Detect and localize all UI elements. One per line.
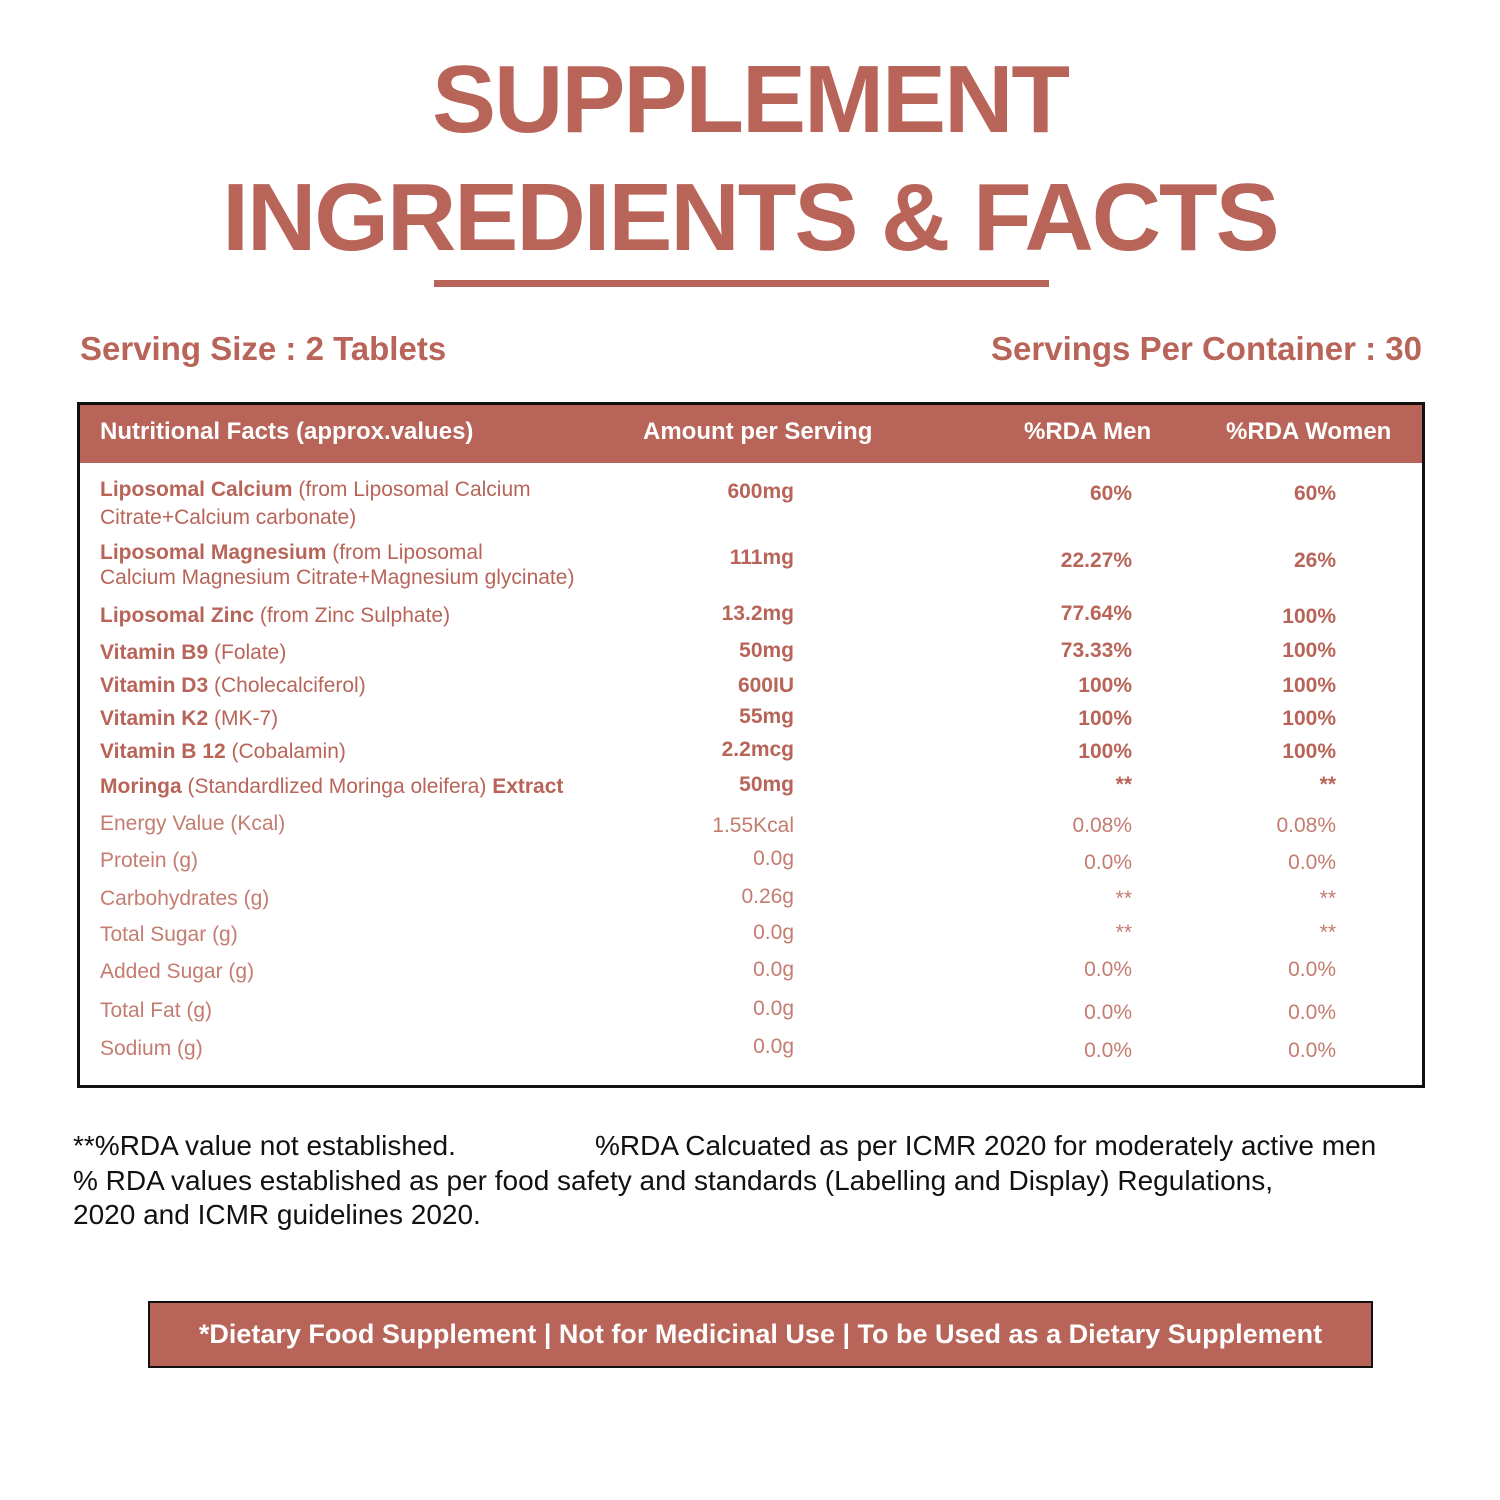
rda-women-cell: 100% xyxy=(1282,639,1336,662)
rda-men-cell: 73.33% xyxy=(1060,639,1132,662)
rda-women-cell: 0.08% xyxy=(1276,814,1336,837)
ingredient-detail-cont: Calcium Magnesium Citrate+Magnesium glyc… xyxy=(100,566,575,589)
rda-women-cell: ** xyxy=(1319,887,1336,910)
ingredient-detail: (from Liposomal Calcium xyxy=(298,478,531,501)
amount-cell: 0.0g xyxy=(753,997,794,1020)
rda-women-cell: 100% xyxy=(1282,674,1336,697)
header-amount-per-serving: Amount per Serving xyxy=(643,418,873,445)
ingredient-name: Liposomal Zinc xyxy=(100,604,255,627)
rda-women-cell: 26% xyxy=(1293,549,1336,572)
rda-men-cell: 0.0% xyxy=(1084,958,1132,981)
amount-cell: 1.55Kcal xyxy=(712,814,794,837)
nutrient-name: Total Fat (g) xyxy=(100,999,213,1022)
ingredient-name-cell: Liposomal Calcium (from Liposomal Calciu… xyxy=(100,476,531,532)
header-rda-men: %RDA Men xyxy=(1024,418,1152,445)
ingredient-name: Vitamin B 12 xyxy=(100,740,226,763)
rda-men-cell: 0.0% xyxy=(1084,1001,1132,1024)
rda-women-cell: 0.0% xyxy=(1288,958,1336,981)
rda-men-cell: 77.64% xyxy=(1060,602,1132,625)
ingredient-name: Liposomal Magnesium xyxy=(100,541,327,564)
rda-men-cell: 0.0% xyxy=(1084,1039,1132,1062)
ingredient-detail: (Cholecalciferol) xyxy=(214,674,366,697)
servings-per-container: Servings Per Container : 30 xyxy=(991,330,1422,367)
ingredient-detail: (MK-7) xyxy=(214,707,279,730)
title-underline xyxy=(434,280,1049,287)
footnote-regulations: % RDA values established as per food saf… xyxy=(73,1165,1274,1196)
rda-men-cell: 0.0% xyxy=(1084,851,1132,874)
amount-cell: 600IU xyxy=(737,674,794,697)
dietary-supplement-banner: *Dietary Food Supplement | Not for Medic… xyxy=(148,1301,1373,1368)
ingredient-name-cell: Vitamin K2 (MK-7) xyxy=(100,705,278,733)
table-header: Nutritional Facts (approx.values) Amount… xyxy=(80,405,1422,463)
ingredient-name-cell: Moringa (Standardlized Moringa oleifera)… xyxy=(100,773,563,801)
serving-size: Serving Size : 2 Tablets xyxy=(80,330,447,367)
amount-cell: 111mg xyxy=(729,546,794,569)
nutrient-name: Sodium (g) xyxy=(100,1037,203,1060)
amount-cell: 13.2mg xyxy=(721,602,794,625)
amount-cell: 0.0g xyxy=(753,958,794,981)
page-title-line-1: SUPPLEMENT xyxy=(431,46,1070,153)
ingredient-suffix: Extract xyxy=(492,775,564,798)
rda-men-cell: 100% xyxy=(1078,707,1132,730)
rda-men-cell: ** xyxy=(1115,773,1132,796)
ingredient-name-cell: Vitamin B9 (Folate) xyxy=(100,639,286,667)
footnote-rda-not-established: **%RDA value not established. xyxy=(73,1130,456,1161)
amount-cell: 50mg xyxy=(739,773,794,796)
amount-cell: 2.2mcg xyxy=(721,738,794,761)
header-nutritional-facts: Nutritional Facts (approx.values) xyxy=(100,418,474,445)
ingredient-name: Moringa xyxy=(100,775,182,798)
page-title-line-2: INGREDIENTS & FACTS xyxy=(222,164,1279,271)
ingredient-name: Vitamin B9 xyxy=(100,641,209,664)
ingredient-name-cell: Liposomal Zinc (from Zinc Sulphate) xyxy=(100,602,450,630)
ingredient-detail: (from Zinc Sulphate) xyxy=(259,604,451,627)
footnote-rda-calculation: %RDA Calcuated as per ICMR 2020 for mode… xyxy=(595,1130,1377,1161)
amount-cell: 0.0g xyxy=(753,921,794,944)
ingredient-name-cell: Vitamin B 12 (Cobalamin) xyxy=(100,738,346,766)
amount-cell: 50mg xyxy=(739,639,794,662)
rda-men-cell: 100% xyxy=(1078,674,1132,697)
ingredient-detail: (from Liposomal xyxy=(332,541,483,564)
rda-women-cell: 100% xyxy=(1282,605,1336,628)
amount-cell: 55mg xyxy=(739,705,794,728)
ingredient-detail: (Folate) xyxy=(214,641,287,664)
rda-women-cell: ** xyxy=(1319,921,1336,944)
nutrient-name: Energy Value (Kcal) xyxy=(100,812,286,835)
rda-men-cell: ** xyxy=(1115,887,1132,910)
ingredient-detail: (Cobalamin) xyxy=(231,740,346,763)
rda-women-cell: ** xyxy=(1319,773,1336,796)
ingredient-name: Vitamin D3 xyxy=(100,674,209,697)
rda-women-cell: 60% xyxy=(1293,482,1336,505)
nutrition-facts-table: Nutritional Facts (approx.values) Amount… xyxy=(77,402,1425,1088)
nutrient-name: Total Sugar (g) xyxy=(100,923,238,946)
ingredient-name: Liposomal Calcium xyxy=(100,478,293,501)
amount-cell: 600mg xyxy=(727,480,794,503)
rda-women-cell: 100% xyxy=(1282,707,1336,730)
ingredient-name: Vitamin K2 xyxy=(100,707,209,730)
rda-women-cell: 0.0% xyxy=(1288,1001,1336,1024)
rda-men-cell: 60% xyxy=(1089,482,1132,505)
header-rda-women: %RDA Women xyxy=(1226,418,1392,445)
ingredient-name-cell: Vitamin D3 (Cholecalciferol) xyxy=(100,672,366,700)
rda-men-cell: 0.08% xyxy=(1072,814,1132,837)
footnote-regulations-cont: 2020 and ICMR guidelines 2020. xyxy=(73,1199,481,1230)
ingredient-detail-cont: Citrate+Calcium carbonate) xyxy=(100,506,357,529)
ingredient-detail: (Standardlized Moringa oleifera) xyxy=(187,775,487,798)
nutrient-name: Added Sugar (g) xyxy=(100,960,255,983)
ingredient-name-cell: Liposomal Magnesium (from Liposomal Calc… xyxy=(100,540,574,590)
rda-men-cell: ** xyxy=(1115,921,1132,944)
nutrient-name: Protein (g) xyxy=(100,849,199,872)
rda-women-cell: 0.0% xyxy=(1288,851,1336,874)
rda-men-cell: 22.27% xyxy=(1060,549,1132,572)
amount-cell: 0.26g xyxy=(741,885,794,908)
rda-women-cell: 100% xyxy=(1282,740,1336,763)
nutrient-name: Carbohydrates (g) xyxy=(100,887,270,910)
amount-cell: 0.0g xyxy=(753,1035,794,1058)
rda-women-cell: 0.0% xyxy=(1288,1039,1336,1062)
amount-cell: 0.0g xyxy=(753,847,794,870)
rda-men-cell: 100% xyxy=(1078,740,1132,763)
